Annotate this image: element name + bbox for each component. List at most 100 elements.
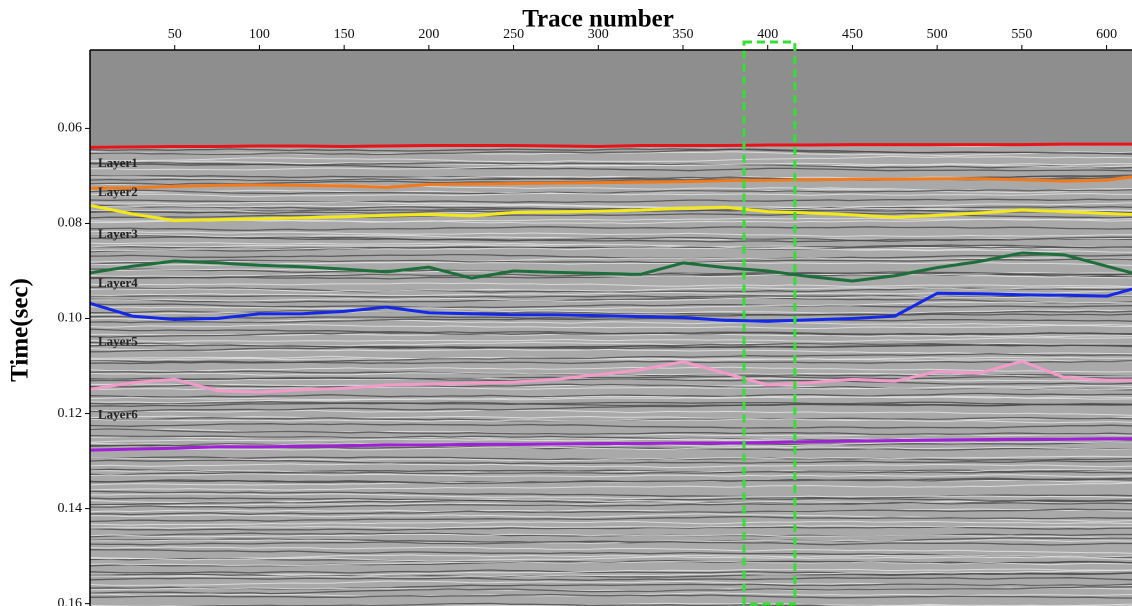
texture-line: [90, 230, 1132, 237]
y-tick-label: 0.08: [58, 216, 83, 231]
texture-line: [90, 493, 1132, 500]
texture-line: [148, 602, 913, 606]
texture-line: [90, 236, 1132, 242]
texture-line: [90, 353, 1132, 365]
texture-line: [90, 556, 1132, 562]
texture-line: [90, 303, 1132, 309]
texture-line: [90, 572, 1132, 578]
texture-line: [90, 198, 1132, 204]
texture-line: [90, 402, 1132, 413]
horizon-line: [90, 251, 1132, 283]
texture-line: [815, 603, 1132, 606]
texture-line: [90, 418, 1132, 424]
x-tick-label: 550: [1011, 27, 1032, 42]
texture-line: [90, 490, 1132, 500]
texture-line: [90, 395, 1132, 400]
texture-line: [90, 355, 1132, 363]
texture-line: [90, 546, 1132, 554]
texture-line: [90, 508, 1132, 516]
texture-line: [90, 245, 1132, 253]
top-band: [90, 50, 1132, 147]
x-tick-label: 400: [757, 27, 778, 42]
texture-line: [90, 423, 1132, 429]
texture-line: [90, 459, 1132, 465]
y-axis-label: Time(sec): [7, 278, 34, 382]
layer-label: Layer1: [98, 155, 138, 170]
horizon-line: [90, 437, 1132, 452]
texture-line: [90, 524, 1132, 529]
texture-line: [90, 286, 1132, 292]
texture-line: [90, 477, 1132, 485]
y-tick-label: 0.14: [58, 501, 83, 516]
texture-line: [90, 310, 1132, 316]
x-tick-label: 200: [418, 27, 439, 42]
overlay: 50 100 150 200 250 300 350 400 450 500 550 600 0.06 0…: [58, 27, 1132, 606]
texture-line: [90, 258, 1132, 265]
texture-line: [90, 359, 1132, 365]
texture-line: [90, 441, 1132, 447]
texture-line: [90, 242, 1132, 249]
horizon-line: [90, 175, 1132, 190]
texture-line: [90, 201, 1132, 209]
texture-line: [90, 383, 1132, 389]
texture-line: [90, 540, 1132, 546]
horizon-line: [90, 142, 1132, 149]
texture-line: [90, 386, 1132, 391]
texture-line: [90, 155, 1132, 163]
horizon-line: [90, 287, 1132, 323]
texture-line: [90, 286, 1132, 293]
y-tick-label: 0.10: [58, 311, 83, 326]
texture-line: [90, 482, 1132, 491]
texture-line: [90, 569, 1132, 578]
x-tick-label: 50: [168, 27, 182, 42]
texture-line: [90, 162, 1132, 171]
x-tick-label: 150: [334, 27, 355, 42]
x-tick-label: 500: [927, 27, 948, 42]
layer-label: Layer5: [98, 333, 138, 348]
texture-line: [90, 272, 1132, 278]
texture-line: [90, 560, 1132, 567]
x-tick-label: 100: [249, 27, 270, 42]
y-tick-label: 0.16: [58, 596, 83, 606]
texture-line: [90, 294, 1132, 302]
texture-line: [90, 409, 1132, 416]
texture-line: [90, 554, 1132, 560]
texture-line: [90, 515, 1132, 523]
texture-line: [90, 468, 1132, 474]
chart-title: Trace number: [522, 6, 674, 33]
y-tick-label: 0.06: [58, 121, 83, 136]
texture-line: [90, 470, 1132, 476]
horizon-line: [90, 203, 1132, 223]
texture-line: [90, 317, 1132, 328]
texture-line: [90, 366, 1132, 373]
texture-line: [90, 376, 1132, 385]
y-tick-label: 0.12: [58, 406, 83, 421]
texture-line: [90, 189, 1132, 195]
x-tick-label: 600: [1096, 27, 1117, 42]
texture-line: [90, 392, 1132, 398]
texture-line: [90, 301, 1132, 310]
texture-line: [90, 526, 1132, 531]
texture-line: [90, 226, 1132, 232]
texture-line: [90, 356, 1132, 361]
texture-line: [90, 342, 1132, 353]
x-tick-label: 250: [503, 27, 524, 42]
texture-line: [90, 401, 1132, 407]
texture-line: [90, 577, 1132, 581]
x-tick-label: 350: [673, 27, 694, 42]
texture-line: [90, 348, 1132, 355]
texture-line: [90, 192, 1132, 198]
texture-line: [90, 520, 1132, 526]
texture-line: [90, 282, 1132, 288]
x-tick-label: 300: [588, 27, 609, 42]
texture-line: [90, 415, 1132, 421]
texture-line: [90, 212, 1132, 219]
texture-line: [90, 163, 1132, 172]
texture-line: [90, 508, 1132, 514]
texture-line: [90, 473, 1132, 478]
texture-line: [90, 463, 1132, 469]
texture-line: [90, 217, 1132, 224]
texture-line: [90, 583, 1132, 590]
layer-label: Layer6: [98, 407, 138, 422]
